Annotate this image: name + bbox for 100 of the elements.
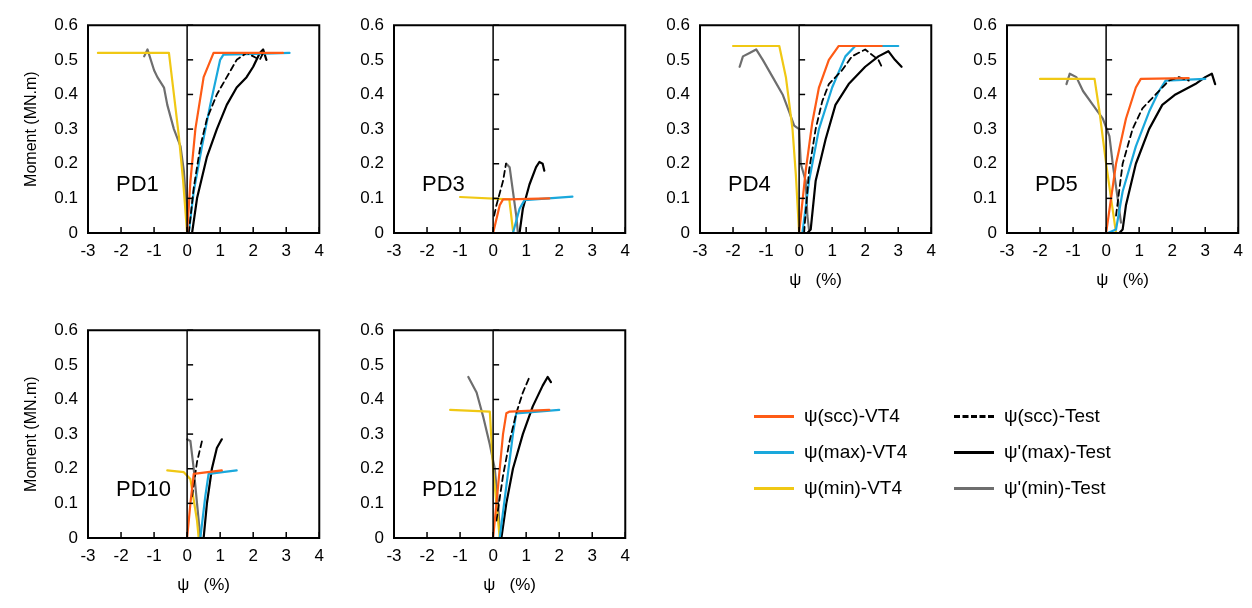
x-tick-label: -3 [692, 240, 708, 260]
legend-label: ψ'(max)-Test [1004, 441, 1111, 463]
x-tick-label: 2 [554, 240, 564, 260]
y-tick-label: 0.3 [360, 423, 384, 443]
x-tick-label: -2 [419, 545, 435, 565]
y-axis-title: Moment (MN.m) [22, 376, 40, 492]
y-tick-label: 0.3 [54, 118, 78, 138]
legend-label: ψ(min)-VT4 [804, 477, 902, 499]
x-tick-label: -3 [386, 545, 402, 565]
annotation: PD1 [116, 171, 159, 196]
x-axis-title: ψ (%) [483, 575, 536, 595]
x-axis-title: ψ (%) [789, 270, 842, 290]
annotation: PD10 [116, 476, 172, 501]
x-tick-label: 3 [281, 240, 291, 260]
x-tick-label: 3 [281, 545, 291, 565]
x-tick-label: -1 [452, 545, 468, 565]
y-tick-label: 0.5 [360, 354, 384, 374]
x-tick-label: 3 [587, 545, 597, 565]
y-tick-label: 0 [680, 222, 690, 242]
y-tick-label: 0.4 [54, 84, 78, 104]
x-tick-label: 2 [248, 545, 258, 565]
x-tick-label: 4 [620, 545, 631, 565]
legend-label: ψ(scc)-Test [1004, 405, 1100, 427]
x-tick-label: -2 [1032, 240, 1048, 260]
y-tick-label: 0.2 [54, 153, 78, 173]
x-tick-label: 1 [215, 545, 225, 565]
y-tick-label: 0.1 [54, 493, 78, 513]
annotation: PD3 [422, 171, 465, 196]
x-tick-label: 3 [587, 240, 597, 260]
x-tick-label: 4 [620, 240, 631, 260]
y-tick-label: 0.3 [973, 118, 997, 138]
x-tick-label: 0 [1101, 240, 1111, 260]
y-tick-label: 0.4 [360, 389, 384, 409]
x-tick-label: 0 [794, 240, 804, 260]
y-tick-label: 0 [68, 527, 78, 547]
y-tick-label: 0.6 [54, 14, 78, 34]
legend-label: ψ(scc)-VT4 [804, 405, 900, 427]
x-tick-label: -1 [1065, 240, 1081, 260]
y-tick-label: 0.2 [54, 458, 78, 478]
x-tick-label: 2 [248, 240, 258, 260]
y-tick-label: 0 [374, 527, 384, 547]
x-tick-label: -3 [80, 545, 96, 565]
y-tick-label: 0.2 [360, 153, 384, 173]
y-tick-label: 0.1 [666, 188, 690, 208]
y-tick-label: 0.6 [973, 14, 997, 34]
x-tick-label: -1 [452, 240, 468, 260]
y-tick-label: 0.5 [54, 49, 78, 69]
y-tick-label: 0.4 [360, 84, 384, 104]
y-tick-label: 0 [987, 222, 997, 242]
y-tick-label: 0.2 [666, 153, 690, 173]
y-tick-label: 0.3 [360, 118, 384, 138]
x-tick-label: -2 [725, 240, 741, 260]
y-tick-label: 0.5 [54, 354, 78, 374]
x-tick-label: 1 [1134, 240, 1144, 260]
x-tick-label: -3 [386, 240, 402, 260]
x-tick-label: 1 [521, 545, 531, 565]
x-tick-label: -1 [758, 240, 774, 260]
x-axis-title: ψ (%) [177, 575, 230, 595]
x-tick-label: 0 [182, 545, 192, 565]
y-tick-label: 0.2 [360, 458, 384, 478]
annotation: PD5 [1035, 171, 1078, 196]
y-tick-label: 0.3 [666, 118, 690, 138]
y-tick-label: 0.1 [54, 188, 78, 208]
x-tick-label: 0 [488, 240, 498, 260]
x-tick-label: 4 [926, 240, 937, 260]
x-tick-label: -2 [113, 545, 129, 565]
x-tick-label: 4 [314, 545, 325, 565]
x-tick-label: -1 [146, 545, 162, 565]
x-tick-label: 0 [182, 240, 192, 260]
annotation: PD12 [422, 476, 478, 501]
legend-label: ψ(max)-VT4 [804, 441, 908, 463]
y-tick-label: 0.1 [360, 493, 384, 513]
x-tick-label: 4 [314, 240, 325, 260]
x-tick-label: -1 [146, 240, 162, 260]
x-tick-label: 4 [1233, 240, 1244, 260]
y-tick-label: 0.6 [54, 319, 78, 339]
y-tick-label: 0.4 [973, 84, 997, 104]
x-tick-label: 1 [215, 240, 225, 260]
annotation: PD4 [728, 171, 771, 196]
x-tick-label: 3 [1200, 240, 1210, 260]
x-tick-label: -2 [113, 240, 129, 260]
y-tick-label: 0.5 [666, 49, 690, 69]
y-tick-label: 0.1 [973, 188, 997, 208]
x-tick-label: 2 [860, 240, 870, 260]
x-tick-label: 2 [554, 545, 564, 565]
y-tick-label: 0.4 [54, 389, 78, 409]
y-tick-label: 0.6 [360, 14, 384, 34]
y-tick-label: 0.3 [54, 423, 78, 443]
x-tick-label: -3 [999, 240, 1015, 260]
x-tick-label: 2 [1167, 240, 1177, 260]
y-tick-label: 0.5 [973, 49, 997, 69]
y-tick-label: 0.5 [360, 49, 384, 69]
y-tick-label: 0.4 [666, 84, 690, 104]
y-tick-label: 0 [68, 222, 78, 242]
x-tick-label: -2 [419, 240, 435, 260]
x-tick-label: 1 [521, 240, 531, 260]
y-tick-label: 0 [374, 222, 384, 242]
x-axis-title: ψ (%) [1096, 270, 1149, 290]
y-tick-label: 0.6 [666, 14, 690, 34]
x-tick-label: 1 [827, 240, 837, 260]
